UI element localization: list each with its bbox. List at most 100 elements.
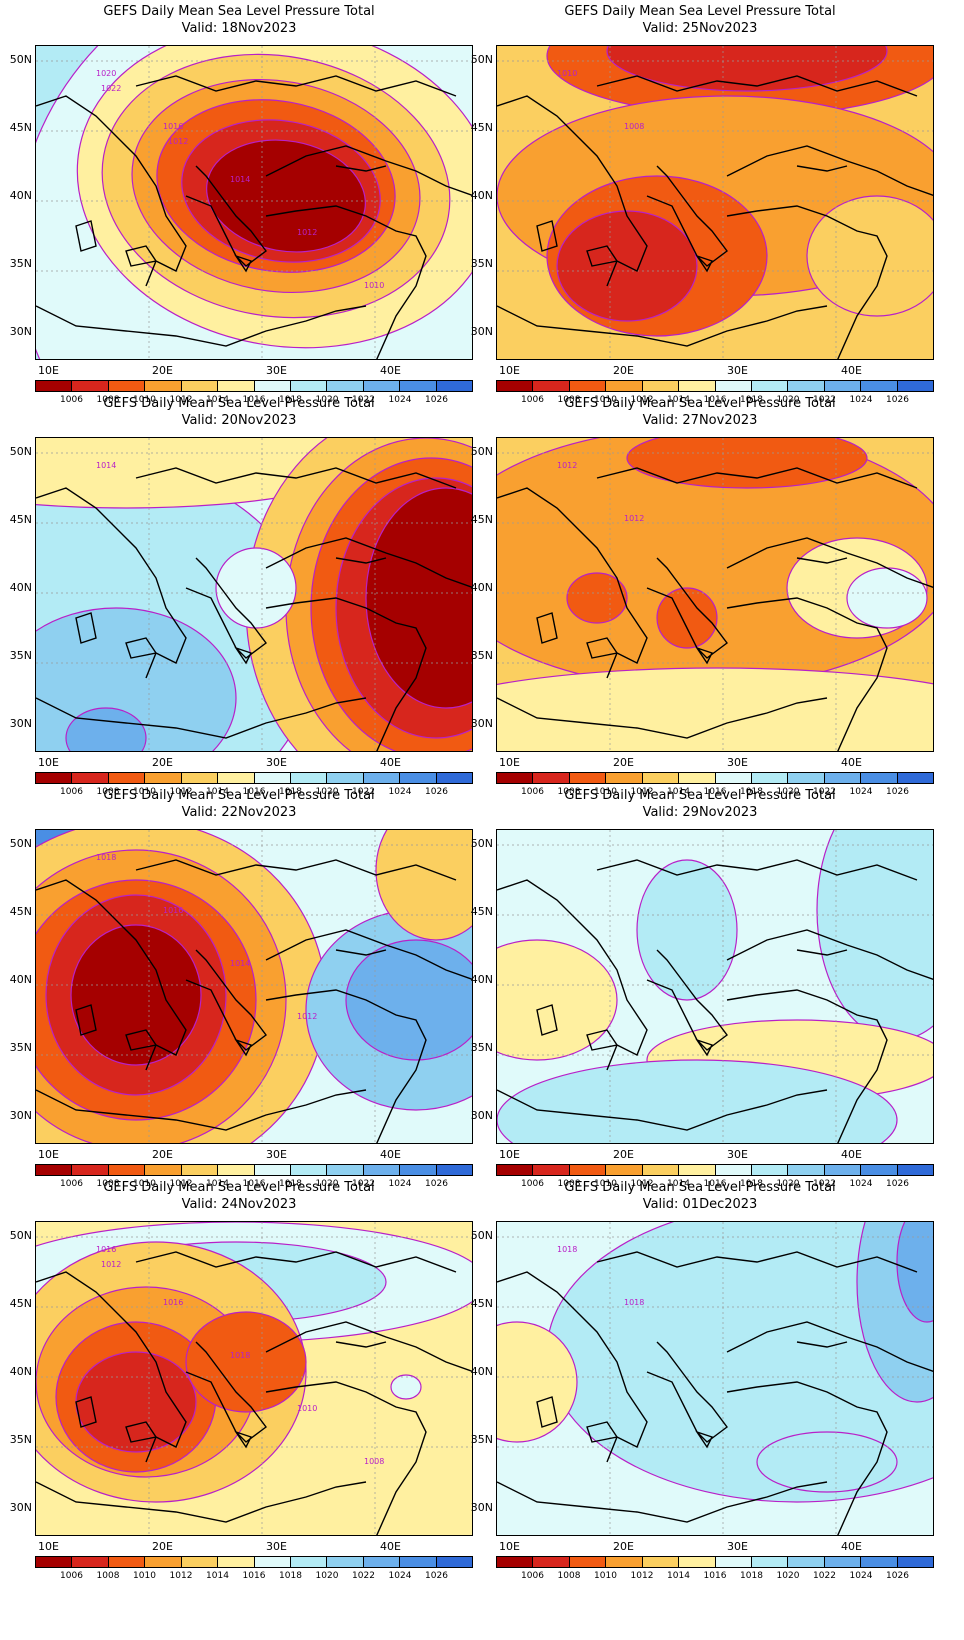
isobar-region [656, 587, 718, 649]
colorbar-label: 1016 [242, 1179, 266, 1189]
lat-label: 45N [9, 1297, 32, 1310]
pressure-field: 1012 1012 [497, 438, 933, 751]
isobar-region [70, 924, 202, 1066]
lon-label: 10E [499, 1148, 520, 1161]
colorbar [496, 380, 934, 392]
lon-label: 40E [841, 1540, 862, 1553]
lat-label: 30N [470, 717, 493, 730]
colorbar-swatch [400, 1165, 437, 1175]
contour-label: 1010 [557, 69, 577, 78]
colorbar-swatch [897, 1165, 934, 1175]
lon-label: 20E [152, 1540, 173, 1553]
colorbar-swatch [327, 773, 364, 783]
pressure-map: 1010 1008 [496, 45, 934, 360]
pressure-field: 1018 1016 1014 1012 [36, 830, 472, 1143]
colorbar-label: 1006 [60, 1571, 83, 1581]
colorbar-swatch [824, 773, 862, 783]
colorbar [35, 772, 473, 784]
colorbar-swatch [824, 1557, 862, 1567]
colorbar-label: 1014 [206, 787, 229, 797]
colorbar-label: 1012 [630, 1571, 654, 1581]
colorbar-swatch [290, 1557, 328, 1567]
colorbar-label: 1026 [425, 395, 448, 405]
contour-label: 1012 [557, 461, 577, 470]
colorbar-swatch [181, 381, 219, 391]
isobar-region [185, 1311, 307, 1413]
colorbar-swatch [108, 773, 146, 783]
isobar-region [497, 667, 933, 751]
colorbar-label: 1016 [703, 395, 727, 405]
colorbar-swatch [569, 1165, 607, 1175]
colorbar-label: 1012 [630, 395, 654, 405]
coastline [36, 1251, 472, 1535]
lon-label: 10E [38, 1148, 59, 1161]
lat-label: 45N [9, 121, 32, 134]
pressure-field: 1010 1008 [497, 46, 933, 359]
colorbar-label: 1014 [667, 1179, 690, 1189]
colorbar-swatch [897, 773, 934, 783]
colorbar-label: 1026 [425, 1571, 448, 1581]
isobar-region [846, 567, 928, 629]
colorbar-label: 1020 [776, 1179, 800, 1189]
colorbar-label: 1022 [813, 395, 836, 405]
panel-title: GEFS Daily Mean Sea Level Pressure Total [564, 1180, 836, 1195]
pressure-map: 1016 1016 1018 1010 1008 1012 [35, 1221, 473, 1536]
colorbar-label: 1022 [352, 1179, 375, 1189]
colorbar-label: 1016 [242, 787, 266, 797]
contour-label: 1012 [168, 137, 188, 146]
map-panel: GEFS Daily Mean Sea Level Pressure Total… [461, 1176, 939, 1586]
panel-valid-date: Valid: 01Dec2023 [642, 1197, 758, 1212]
colorbar-label: 1020 [315, 787, 339, 797]
colorbar-swatch [218, 773, 255, 783]
panel-title: GEFS Daily Mean Sea Level Pressure Total [103, 4, 375, 19]
colorbar-label: 1018 [279, 787, 302, 797]
lat-label: 50N [470, 1229, 493, 1242]
lon-label: 10E [38, 1540, 59, 1553]
colorbar-swatch [145, 381, 182, 391]
lon-label: 40E [380, 364, 401, 377]
colorbar-label: 1008 [96, 787, 120, 797]
panel-title: GEFS Daily Mean Sea Level Pressure Total [564, 788, 836, 803]
isobar-region [756, 1431, 898, 1493]
lat-label: 35N [470, 257, 493, 270]
colorbar-swatch [861, 1557, 898, 1567]
colorbar-swatch [36, 1557, 73, 1567]
lon-label: 40E [380, 1540, 401, 1553]
colorbar-label: 1024 [849, 1179, 873, 1189]
colorbar-label: 1014 [206, 395, 229, 405]
contour-label: 1012 [101, 1260, 121, 1269]
pressure-field: 1016 1016 1018 1010 1008 1012 [36, 1222, 472, 1535]
colorbar-swatch [254, 1165, 291, 1175]
lat-label: 30N [470, 325, 493, 338]
colorbar-swatch [254, 773, 291, 783]
lat-label: 50N [9, 53, 32, 66]
map-panel: GEFS Daily Mean Sea Level Pressure Total… [461, 392, 939, 802]
colorbar-swatch [533, 1557, 570, 1567]
coastline [36, 467, 472, 751]
colorbar-swatch [533, 381, 570, 391]
lat-label: 50N [9, 445, 32, 458]
colorbar-swatch [533, 1165, 570, 1175]
colorbar-label: 1018 [279, 395, 302, 405]
colorbar-swatch [436, 1165, 473, 1175]
lon-label: 20E [152, 364, 173, 377]
contour-label: 1010 [364, 281, 384, 290]
colorbar-label: 1010 [594, 1571, 617, 1581]
colorbar-swatch [497, 773, 534, 783]
colorbar-label: 1022 [813, 1571, 836, 1581]
colorbar-swatch [290, 1165, 328, 1175]
pressure-map: 1012 1012 [496, 437, 934, 752]
colorbar-label: 1024 [849, 787, 873, 797]
lon-label: 30E [727, 1540, 748, 1553]
colorbar-label: 1020 [776, 395, 800, 405]
colorbar-swatch [788, 773, 825, 783]
pressure-map [496, 829, 934, 1144]
lat-label: 40N [470, 1365, 493, 1378]
isobar-region [497, 1321, 578, 1443]
contour-label: 1012 [297, 228, 317, 237]
colorbar-swatch [363, 1557, 401, 1567]
colorbar-swatch [606, 1165, 643, 1175]
colorbar-swatch [363, 381, 401, 391]
colorbar-swatch [497, 381, 534, 391]
colorbar-swatch [36, 381, 73, 391]
